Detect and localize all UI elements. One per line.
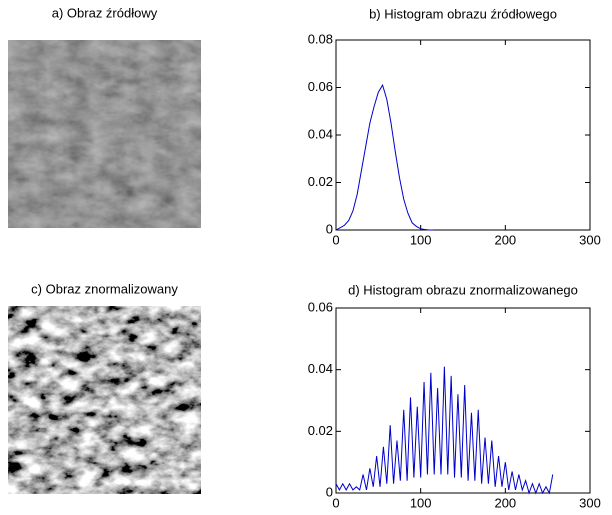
- chart-title: d) Histogram obrazu znormalizowanego: [348, 282, 578, 297]
- x-tick-label: 300: [579, 232, 601, 247]
- y-tick-label: 0.04: [308, 126, 333, 141]
- x-tick-label: 300: [579, 495, 601, 510]
- axes-box: [335, 39, 591, 231]
- y-tick-label: 0.06: [308, 299, 333, 314]
- y-tick-label: 0.06: [308, 79, 333, 94]
- axes-box: [335, 307, 591, 494]
- x-tick-label: 0: [332, 232, 339, 247]
- y-tick-label: 0.08: [308, 31, 333, 46]
- y-tick-label: 0: [326, 221, 333, 236]
- y-tick-label: 0.02: [308, 174, 333, 189]
- x-tick-label: 200: [494, 495, 516, 510]
- y-tick-label: 0: [326, 484, 333, 499]
- x-tick-label: 100: [410, 232, 432, 247]
- image: [8, 306, 201, 494]
- x-tick-label: 0: [332, 495, 339, 510]
- chart-title: b) Histogram obrazu źródłowego: [369, 6, 557, 21]
- histogram-line: [335, 83, 434, 231]
- histogram-line: [335, 366, 554, 495]
- image-title: c) Obraz znormalizowany: [31, 281, 178, 296]
- image-title: a) Obraz źródłowy: [52, 5, 158, 20]
- y-tick-label: 0.04: [308, 361, 333, 376]
- x-tick-label: 100: [410, 495, 432, 510]
- y-tick-label: 0.02: [308, 423, 333, 438]
- image: [8, 40, 201, 228]
- x-tick-label: 200: [494, 232, 516, 247]
